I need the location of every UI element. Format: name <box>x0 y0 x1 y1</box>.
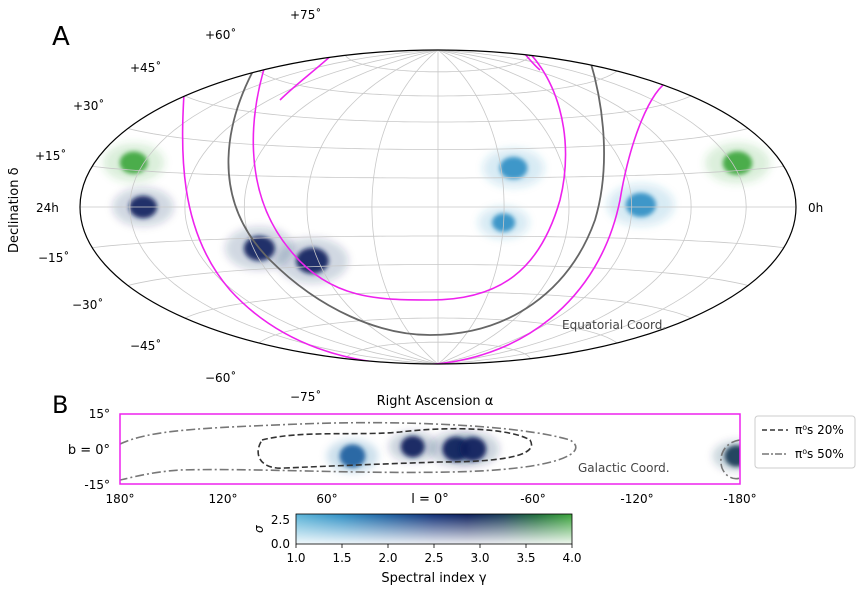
colorbar-sigma-label: σ <box>252 525 266 533</box>
dec-tick-label: +60˚ <box>205 27 236 42</box>
dec-tick-label: +75˚ <box>290 7 321 22</box>
dec-tick-label: −45˚ <box>130 338 161 353</box>
strip-hotspot <box>459 437 487 461</box>
galactic-plane-line <box>227 50 605 336</box>
declination-axis-label: Declination δ <box>7 167 22 253</box>
strip-hotspot <box>400 435 425 458</box>
parallel-gridline <box>258 70 618 97</box>
sky-heatmap <box>80 50 796 364</box>
parallel-gridline <box>92 166 784 179</box>
l-tick-label: 120° <box>209 492 238 506</box>
hotspot <box>499 156 528 180</box>
contour-50-percent-east <box>720 439 740 480</box>
legend-box <box>754 415 856 469</box>
colorbar-gamma-tick: 1.0 <box>286 551 305 565</box>
colorbar-sigma-tick: 0.0 <box>271 537 290 551</box>
dec-tick-label: −15˚ <box>38 250 69 265</box>
contour-20-percent <box>257 427 533 469</box>
panel-a-label: A <box>52 22 70 52</box>
legend-label: π⁰s 20% <box>795 423 844 437</box>
parallel-gridline <box>184 95 692 123</box>
b-tick-label: 15° <box>89 407 110 421</box>
dec-tick-label: −75˚ <box>290 389 321 404</box>
l-tick-label: -180° <box>723 492 756 506</box>
galactic-strip-border <box>119 413 741 485</box>
right-ascension-axis-label: Right Ascension α <box>377 394 494 409</box>
parallel-gridline <box>184 291 692 319</box>
strip-hotspot <box>724 445 740 467</box>
colorbar-gamma-label: Spectral index γ <box>381 571 487 586</box>
l-tick-label: l = 0° <box>411 492 449 507</box>
colorbar-fade <box>296 514 572 544</box>
hotspot <box>625 192 657 218</box>
hotspot <box>722 151 753 175</box>
l-tick-label: 180° <box>106 492 135 506</box>
dec-tick-label: +15˚ <box>35 148 66 163</box>
colorbar-sigma-tick: 2.5 <box>271 513 290 527</box>
strip-hotspot <box>339 444 366 468</box>
legend-label: π⁰s 50% <box>795 447 844 461</box>
dec-tick-label: −60˚ <box>205 370 236 385</box>
l-tick-label: -60° <box>520 492 546 506</box>
colorbar-gamma-tick: 1.5 <box>332 551 351 565</box>
parallel-gridline <box>127 264 749 286</box>
colorbar-gamma-tick: 3.5 <box>516 551 535 565</box>
colorbar-gamma-tick: 3.0 <box>470 551 489 565</box>
sky-map-border <box>79 49 797 365</box>
b-tick-label: b = 0° <box>68 443 110 458</box>
legend: π⁰s 20% π⁰s 50% <box>754 415 856 469</box>
magenta-contour-inner <box>252 50 567 301</box>
galactic-heatmap <box>120 421 740 481</box>
colorbar-gamma-tick: 2.5 <box>424 551 443 565</box>
dec-tick-label: −30˚ <box>72 297 103 312</box>
panel-b-label: B <box>52 391 68 419</box>
dec-tick-label: +30˚ <box>73 98 104 113</box>
l-tick-label: 60° <box>316 492 337 506</box>
parallel-gridline <box>344 341 532 359</box>
parallel-gridline <box>92 235 784 248</box>
ra-tick-label-left: 24h <box>36 201 59 215</box>
contour-50-percent <box>120 421 577 481</box>
magenta-contour-outer <box>181 77 671 364</box>
parallel-gridline <box>344 55 532 73</box>
hotspot <box>295 247 329 274</box>
colorbar-gamma-tick: 2.0 <box>378 551 397 565</box>
colorbar-gamma-tick: 4.0 <box>562 551 581 565</box>
parallel-gridline <box>127 128 749 150</box>
colorbar: σ 2.5 0.0 1.0 1.5 2.0 2.5 3.0 3.5 4.0 Spectral… <box>252 513 582 586</box>
l-tick-label: -120° <box>620 492 653 506</box>
galactic-coord-note: Galactic Coord. <box>578 461 670 475</box>
equatorial-coord-note: Equatorial Coord. <box>562 318 666 332</box>
panel-b: B 15° b = 0° -15° 180° 120° 60° l = 0° -… <box>52 391 757 507</box>
ra-tick-label-right: 0h <box>808 201 823 215</box>
panel-a: A Declination δ Right Ascension α +75˚ +… <box>7 7 823 409</box>
b-tick-label: -15° <box>84 478 110 492</box>
dec-tick-label: +45˚ <box>130 60 161 75</box>
parallel-gridline <box>258 317 618 344</box>
